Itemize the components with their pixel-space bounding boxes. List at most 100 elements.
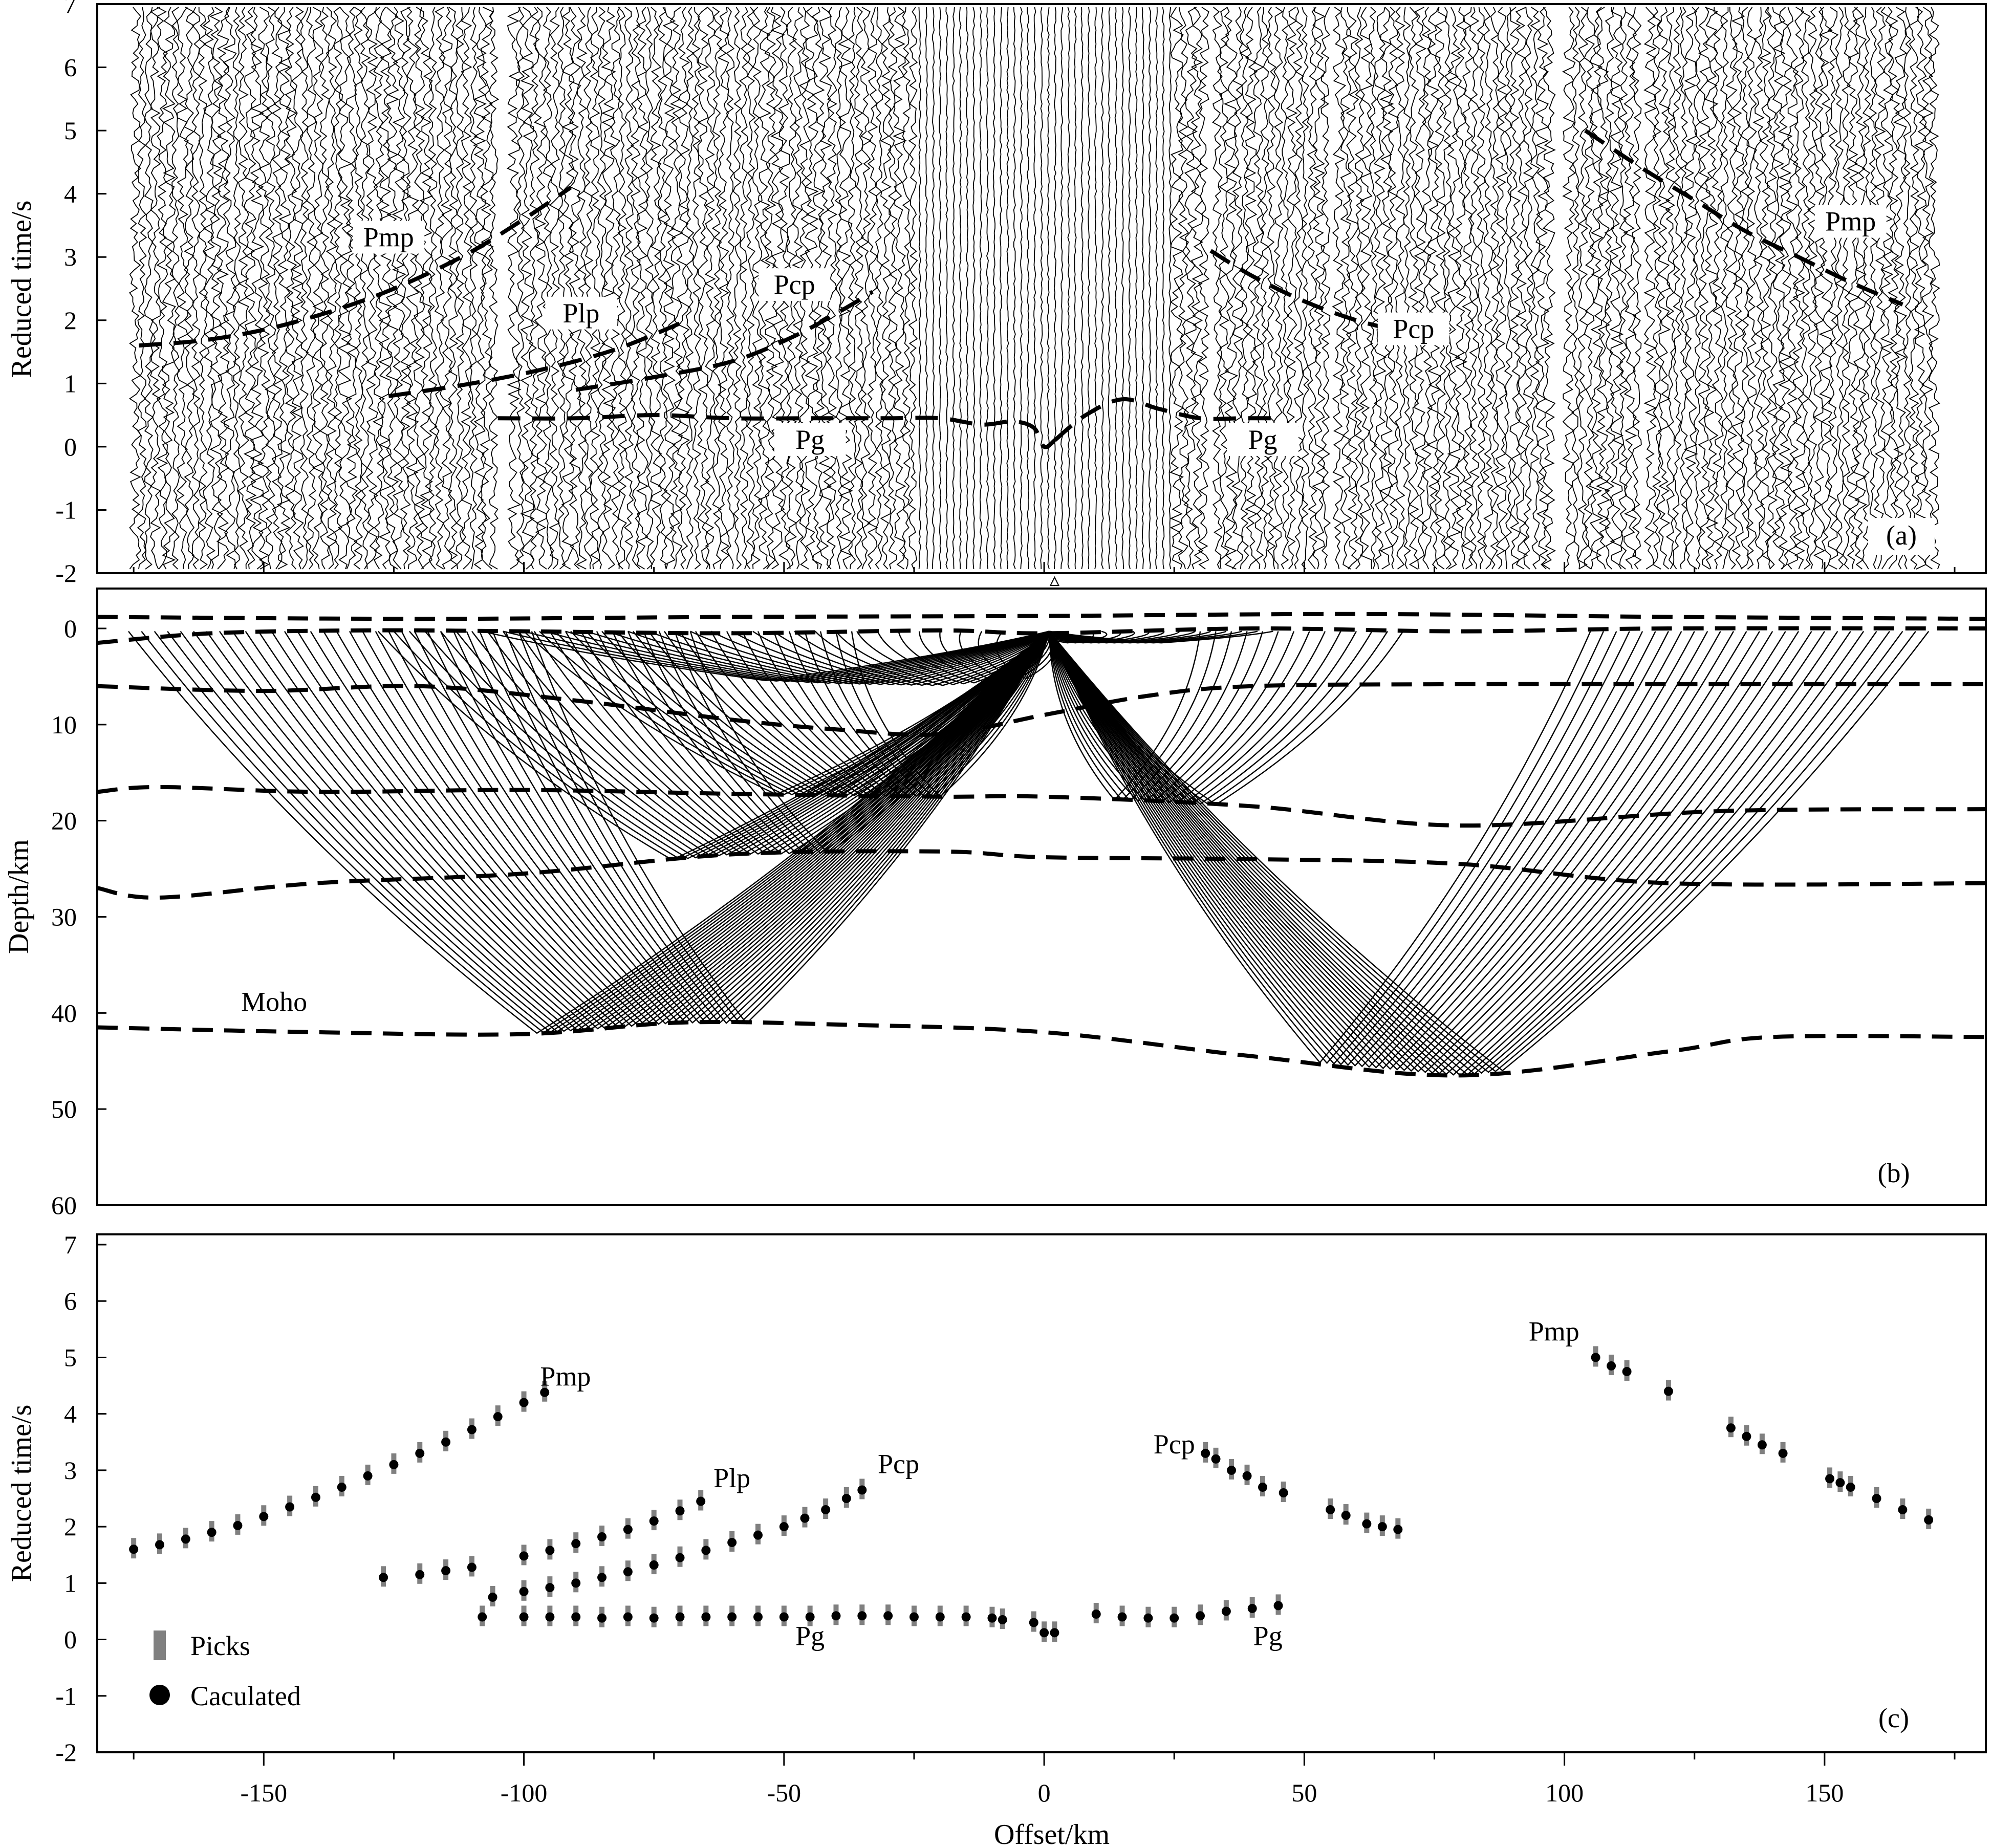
c-xtick-label: -50 (767, 1778, 801, 1807)
c-ytick-label: 4 (64, 1400, 77, 1428)
calculated-point (727, 1612, 737, 1622)
seismic-trace (959, 7, 962, 570)
calculated-point (363, 1471, 373, 1481)
calculated-point (285, 1502, 295, 1512)
calculated-point (441, 1437, 451, 1447)
seismic-trace (1178, 7, 1189, 570)
seismic-trace (1672, 7, 1682, 570)
b-ray-path (1049, 631, 1903, 1073)
seismic-trace (1252, 7, 1264, 570)
seismic-trace (1801, 7, 1811, 570)
seismic-trace (893, 7, 907, 570)
seismic-trace (533, 7, 548, 570)
seismic-trace (685, 7, 695, 570)
seismic-trace (1053, 7, 1057, 570)
b-ray-path (679, 631, 1050, 796)
b-ray-path (1049, 631, 1669, 1068)
calculated-point (1726, 1423, 1736, 1433)
seismic-trace (1026, 7, 1030, 570)
b-ray-path (1049, 631, 1735, 1071)
calculated-point (883, 1611, 893, 1621)
calculated-point (379, 1573, 388, 1582)
seismic-trace (1731, 7, 1745, 570)
seismic-trace (630, 7, 641, 570)
c-ytick-label: -1 (55, 1682, 77, 1710)
seismic-trace (1542, 7, 1556, 570)
calculated-point (1227, 1465, 1237, 1475)
seismic-trace (1652, 7, 1662, 570)
a-phase-label-bg (1227, 423, 1299, 456)
calculated-point (935, 1612, 945, 1622)
seismic-trace (1373, 7, 1387, 570)
b-ray-path (1049, 631, 1890, 1074)
b-ray-path (539, 631, 1050, 795)
b-ray-path (918, 631, 1050, 683)
seismic-trace (1281, 7, 1289, 570)
b-ray-path (710, 631, 1050, 685)
calculated-point (1362, 1519, 1372, 1529)
b-ray-path (440, 631, 1050, 1024)
seismic-trace (434, 7, 445, 570)
b-ray-path (586, 631, 1050, 684)
seismic-trace (1101, 7, 1104, 570)
calculated-point (545, 1612, 555, 1622)
seismic-trace (257, 7, 271, 570)
seismic-trace (1469, 7, 1480, 570)
seismic-trace (529, 7, 540, 570)
seismic-trace (1168, 7, 1172, 570)
calculated-point (623, 1525, 633, 1534)
calculated-point (675, 1506, 685, 1516)
calculated-point (1663, 1386, 1673, 1396)
seismic-trace (1183, 7, 1198, 570)
seismic-trace (448, 7, 459, 570)
calculated-point (1757, 1440, 1767, 1450)
seismic-trace (1807, 7, 1818, 570)
b-ray-path (1041, 631, 1094, 644)
c-phase-label: Pg (795, 1621, 825, 1651)
b-ray-path (648, 631, 1050, 685)
seismic-trace (1435, 7, 1446, 570)
seismic-trace (1387, 7, 1399, 570)
seismic-trace (1584, 7, 1595, 570)
calculated-point (727, 1537, 737, 1547)
seismic-trace (1074, 7, 1077, 570)
b-ray-path (1049, 631, 1630, 1066)
seismic-trace (1408, 7, 1419, 570)
b-ytick-label: 30 (51, 903, 77, 931)
b-ray-path (1049, 631, 1786, 1073)
seismic-trace (826, 7, 838, 570)
calculated-point (415, 1570, 425, 1579)
seismic-trace (353, 7, 364, 570)
calculated-point (1591, 1353, 1600, 1362)
calculated-point (311, 1492, 320, 1502)
seismic-trace (848, 7, 857, 570)
b-ray-path (731, 631, 1050, 686)
seismic-trace (691, 7, 702, 570)
seismic-trace (1047, 7, 1050, 570)
seismic-trace (1869, 7, 1878, 570)
seismic-trace (1495, 7, 1508, 570)
seismic-trace (597, 7, 607, 570)
calculated-point (1170, 1613, 1179, 1623)
b-ray-path (959, 631, 1051, 681)
a-y-axis-label: Reduced time/s (6, 201, 37, 378)
calculated-point (571, 1612, 581, 1622)
seismic-trace (880, 7, 892, 570)
calculated-point (649, 1560, 659, 1570)
seismic-trace (1477, 7, 1486, 570)
seismic-trace (183, 7, 195, 570)
a-phase-curve (388, 321, 681, 398)
seismic-trace (365, 7, 379, 570)
seismic-trace (1395, 7, 1405, 570)
seismic-trace (1414, 7, 1427, 570)
a-phase-curve (1209, 249, 1409, 335)
seismic-trace (1006, 7, 1009, 570)
seismic-trace (860, 7, 872, 570)
b-ray-path (1043, 631, 1108, 644)
seismic-trace (1212, 7, 1223, 570)
seismic-trace (372, 7, 385, 570)
seismic-trace (480, 7, 494, 570)
seismic-trace (1454, 7, 1468, 570)
calculated-point (1825, 1474, 1835, 1484)
seismic-trace (428, 7, 438, 570)
